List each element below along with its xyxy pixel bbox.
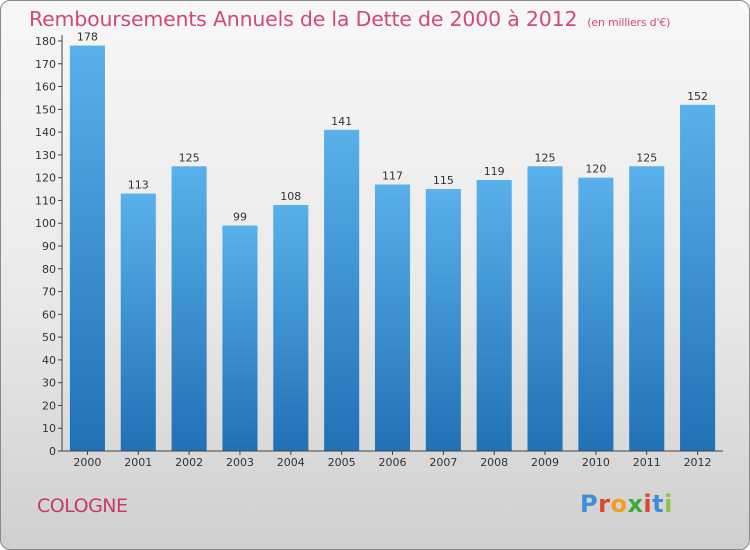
y-tick-label: 60	[42, 308, 56, 321]
x-tick-label: 2003	[226, 456, 254, 469]
bar	[69, 45, 105, 452]
bar	[476, 179, 512, 451]
bar-value-label: 178	[77, 31, 98, 44]
y-tick-label: 90	[42, 240, 56, 253]
y-tick-label: 120	[35, 172, 56, 185]
chart-title: Remboursements Annuels de la Dette de 20…	[29, 7, 670, 31]
y-tick-label: 180	[35, 35, 56, 48]
x-tick-label: 2009	[531, 456, 559, 469]
x-tick-label: 2008	[480, 456, 508, 469]
y-tick-label: 10	[42, 422, 56, 435]
x-tick-label: 2005	[328, 456, 356, 469]
city-name: COLOGNE	[37, 495, 128, 517]
bar-value-label: 119	[484, 165, 505, 178]
y-tick-label: 100	[35, 217, 56, 230]
bar-value-label: 152	[687, 90, 708, 103]
x-tick-label: 2004	[277, 456, 305, 469]
x-tick-label: 2000	[73, 456, 101, 469]
y-tick-label: 20	[42, 399, 56, 412]
bar	[222, 225, 258, 451]
y-tick-label: 170	[35, 58, 56, 71]
bar	[120, 193, 156, 451]
logo-letter: o	[610, 490, 628, 518]
y-tick-label: 80	[42, 263, 56, 276]
bar	[527, 166, 563, 451]
x-tick-label: 2002	[175, 456, 203, 469]
bar	[629, 166, 665, 451]
bar-value-label: 125	[535, 151, 556, 164]
bar-value-label: 115	[433, 174, 454, 187]
bar	[578, 177, 614, 451]
logo-letter: P	[580, 490, 599, 518]
bar-value-label: 117	[382, 170, 403, 183]
y-tick-label: 30	[42, 377, 56, 390]
y-tick-label: 0	[49, 445, 56, 458]
bar	[680, 104, 716, 452]
y-tick-label: 70	[42, 286, 56, 299]
bar-value-label: 99	[233, 211, 247, 224]
bar	[374, 184, 411, 451]
proxiti-logo: Proxiti	[580, 490, 673, 518]
logo-letter: t	[652, 490, 665, 518]
bar	[273, 205, 309, 451]
bar-value-label: 141	[331, 115, 352, 128]
y-tick-label: 110	[35, 194, 56, 207]
x-tick-label: 2007	[429, 456, 457, 469]
x-tick-label: 2011	[633, 456, 661, 469]
y-tick-label: 150	[35, 103, 56, 116]
y-axis: 0 10 20 30 40 50 60 70 80 90 100 110 120 130 140 150 160…	[35, 35, 63, 458]
bar-value-label: 125	[636, 151, 657, 164]
x-tick-label: 2006	[379, 456, 407, 469]
bar-value-label: 120	[585, 163, 606, 176]
logo-letter: r	[598, 490, 611, 518]
y-tick-label: 160	[35, 81, 56, 94]
logo-letter: x	[627, 490, 644, 518]
y-tick-label: 140	[35, 126, 56, 139]
x-tick-label: 2001	[124, 456, 152, 469]
bars: 178 113 125 99 108 141 117 115 119 125 120 125 152	[69, 31, 716, 452]
logo-letter: i	[643, 490, 653, 518]
y-tick-label: 50	[42, 331, 56, 344]
bar-value-label: 108	[280, 190, 301, 203]
chart-unit: (en milliers d'€)	[587, 16, 671, 29]
bar	[171, 166, 207, 451]
bar-value-label: 125	[179, 151, 200, 164]
chart-title-text: Remboursements Annuels de la Dette de 20…	[29, 7, 578, 31]
x-axis: 2000 2001 2002 2003 2004 2005 2006 2007 2008 2009…	[62, 450, 723, 469]
bar-value-label: 113	[128, 179, 149, 192]
bar	[425, 189, 461, 452]
y-tick-label: 40	[42, 354, 56, 367]
x-tick-label: 2010	[582, 456, 610, 469]
logo-letter: i	[664, 490, 673, 518]
x-tick-label: 2012	[684, 456, 712, 469]
bar	[324, 129, 360, 452]
y-tick-label: 130	[35, 149, 56, 162]
